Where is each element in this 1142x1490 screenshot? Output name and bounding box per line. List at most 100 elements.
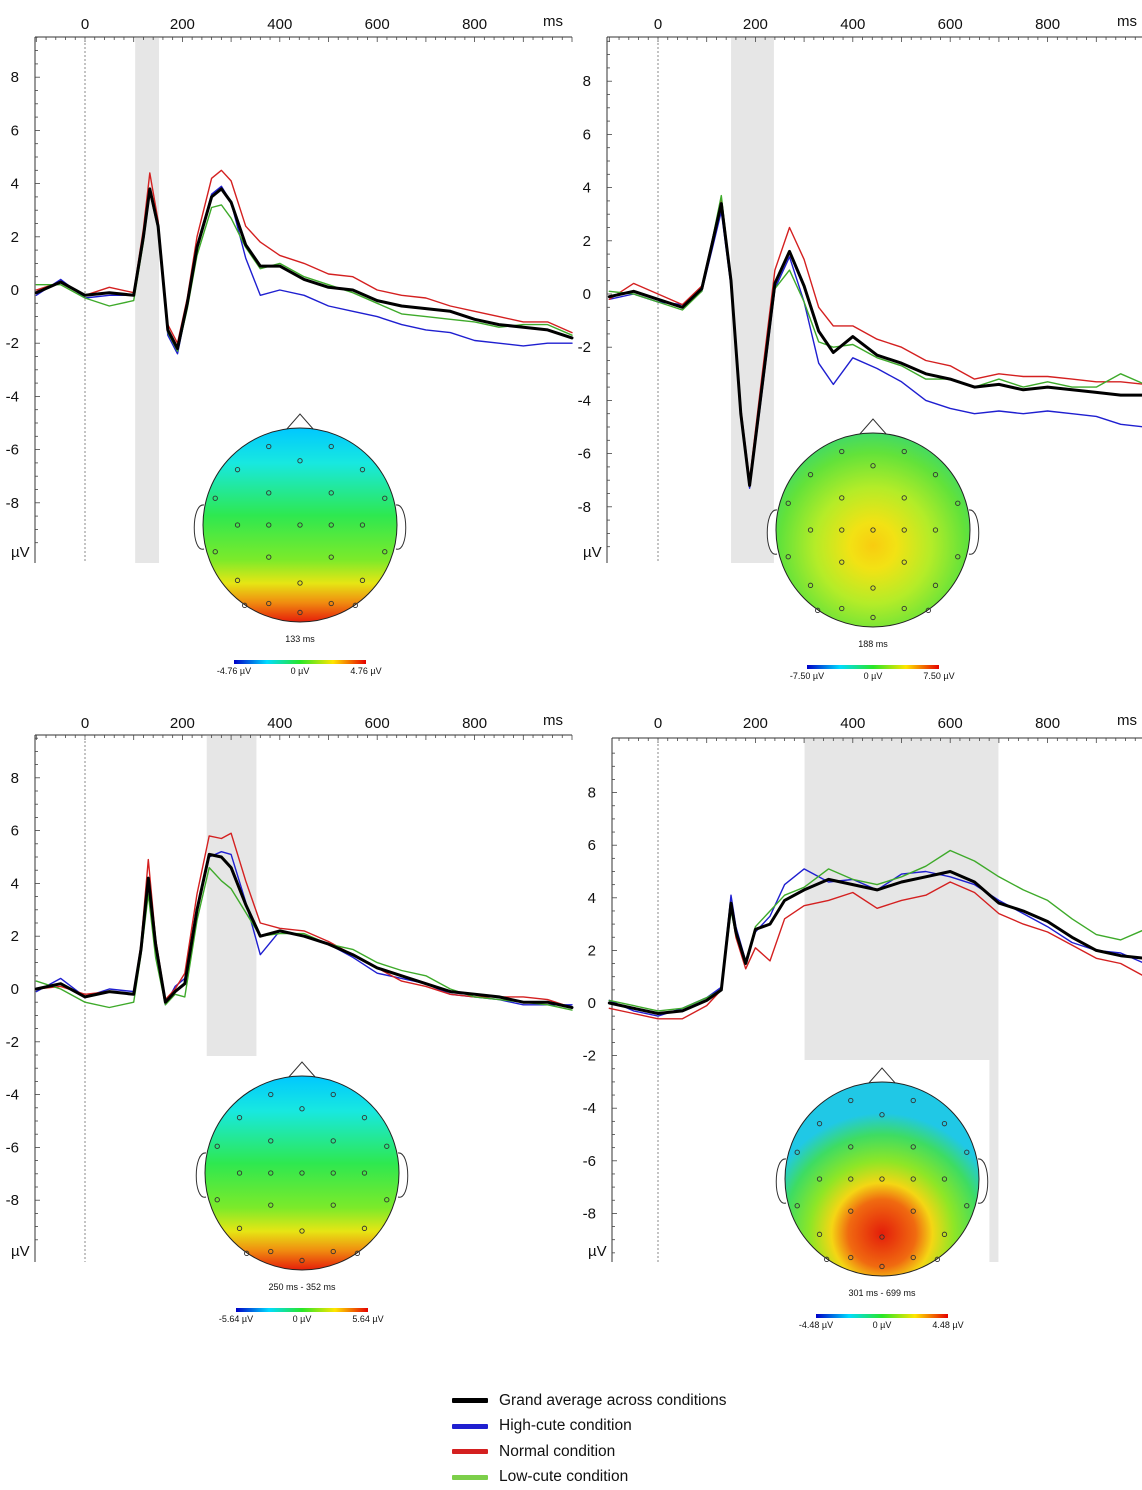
y-tick-label: -6 [578,446,591,463]
legend-swatch-high-cute [452,1424,488,1429]
x-tick-label: 200 [743,715,768,732]
y-unit-label: µV [11,1243,30,1260]
y-tick-label: -8 [578,499,591,516]
colorbar-min-label: -4.76 µV [217,666,251,676]
y-tick-label: -2 [583,1048,596,1065]
legend: Grand average across conditions High-cut… [452,1388,812,1490]
scalp-map [203,428,397,622]
series-line [36,189,572,349]
legend-item-high-cute: High-cute condition [452,1414,812,1440]
highlight-window [207,736,257,1056]
y-tick-label: -6 [6,1139,19,1156]
y-unit-label: µV [583,544,602,561]
series-line [36,192,572,352]
series-line [36,852,572,1005]
y-tick-label: 2 [11,928,19,945]
y-tick-label: 8 [11,69,19,86]
y-tick-label: -8 [6,495,19,512]
x-tick-label: 600 [938,16,963,33]
y-tick-label: 2 [588,942,596,959]
y-tick-label: 4 [588,890,596,907]
y-unit-label: µV [588,1243,607,1260]
y-tick-label: -4 [583,1100,596,1117]
x-tick-label: 200 [170,715,195,732]
series-line [36,186,572,353]
colorbar-mid-label: 0 µV [293,1314,312,1324]
legend-swatch-grand-average [452,1398,488,1403]
y-tick-label: 4 [11,875,19,892]
y-tick-label: 2 [11,229,19,246]
legend-item-grand-average: Grand average across conditions [452,1388,812,1414]
legend-label-grand-average: Grand average across conditions [499,1392,726,1410]
y-tick-label: 4 [583,180,591,197]
scalp-map [785,1082,979,1276]
legend-label-low-cute: Low-cute condition [499,1468,628,1486]
y-tick-label: 0 [588,995,596,1012]
series-line [36,170,572,343]
y-tick-label: 6 [588,837,596,854]
x-tick-label: 600 [938,715,963,732]
x-tick-label: 0 [654,16,662,33]
x-tick-label: 800 [1035,16,1060,33]
x-tick-label: 600 [365,715,390,732]
x-tick-label: 200 [743,16,768,33]
x-tick-label: 400 [840,715,865,732]
scalp-map [776,433,970,627]
legend-swatch-normal [452,1449,488,1454]
y-tick-label: 6 [11,122,19,139]
colorbar [234,660,366,664]
x-unit-label: ms [543,712,563,729]
y-tick-label: 8 [11,770,19,787]
colorbar-max-label: 4.48 µV [932,1320,963,1330]
x-tick-label: 0 [81,16,89,33]
y-tick-label: -4 [6,388,19,405]
highlight-window [805,739,999,1060]
x-tick-label: 800 [1035,715,1060,732]
colorbar-min-label: -5.64 µV [219,1314,253,1324]
legend-label-high-cute: High-cute condition [499,1417,632,1435]
topomap-time-label: 250 ms - 352 ms [268,1282,336,1292]
x-tick-label: 0 [81,715,89,732]
y-tick-label: 6 [583,126,591,143]
y-tick-label: -8 [6,1192,19,1209]
colorbar [807,665,939,669]
colorbar [236,1308,368,1312]
scalp-map [205,1076,399,1270]
colorbar-min-label: -7.50 µV [790,671,824,681]
x-tick-label: 400 [267,715,292,732]
colorbar-max-label: 4.76 µV [350,666,381,676]
y-unit-label: µV [11,544,30,561]
y-tick-label: -2 [578,339,591,356]
y-tick-label: -4 [6,1087,19,1104]
y-tick-label: 8 [588,785,596,802]
x-tick-label: 200 [170,16,195,33]
x-tick-label: 400 [267,16,292,33]
legend-swatch-low-cute [452,1475,488,1480]
y-tick-label: -4 [578,392,591,409]
topomap-time-label: 301 ms - 699 ms [848,1288,916,1298]
x-tick-label: 800 [462,715,487,732]
y-tick-label: 8 [583,73,591,90]
y-tick-label: -8 [583,1205,596,1222]
y-tick-label: 4 [11,176,19,193]
topomap-time-label: 133 ms [285,634,315,644]
series-line [36,833,572,1007]
colorbar-max-label: 7.50 µV [923,671,954,681]
y-tick-label: 2 [583,233,591,250]
colorbar [816,1314,948,1318]
y-tick-label: -6 [583,1153,596,1170]
topomap-time-label: 188 ms [858,639,888,649]
highlight-window [135,38,159,563]
legend-item-normal: Normal condition [452,1439,812,1465]
legend-label-normal: Normal condition [499,1443,615,1461]
colorbar-min-label: -4.48 µV [799,1320,833,1330]
y-tick-label: 0 [583,286,591,303]
series-line [36,868,572,1011]
